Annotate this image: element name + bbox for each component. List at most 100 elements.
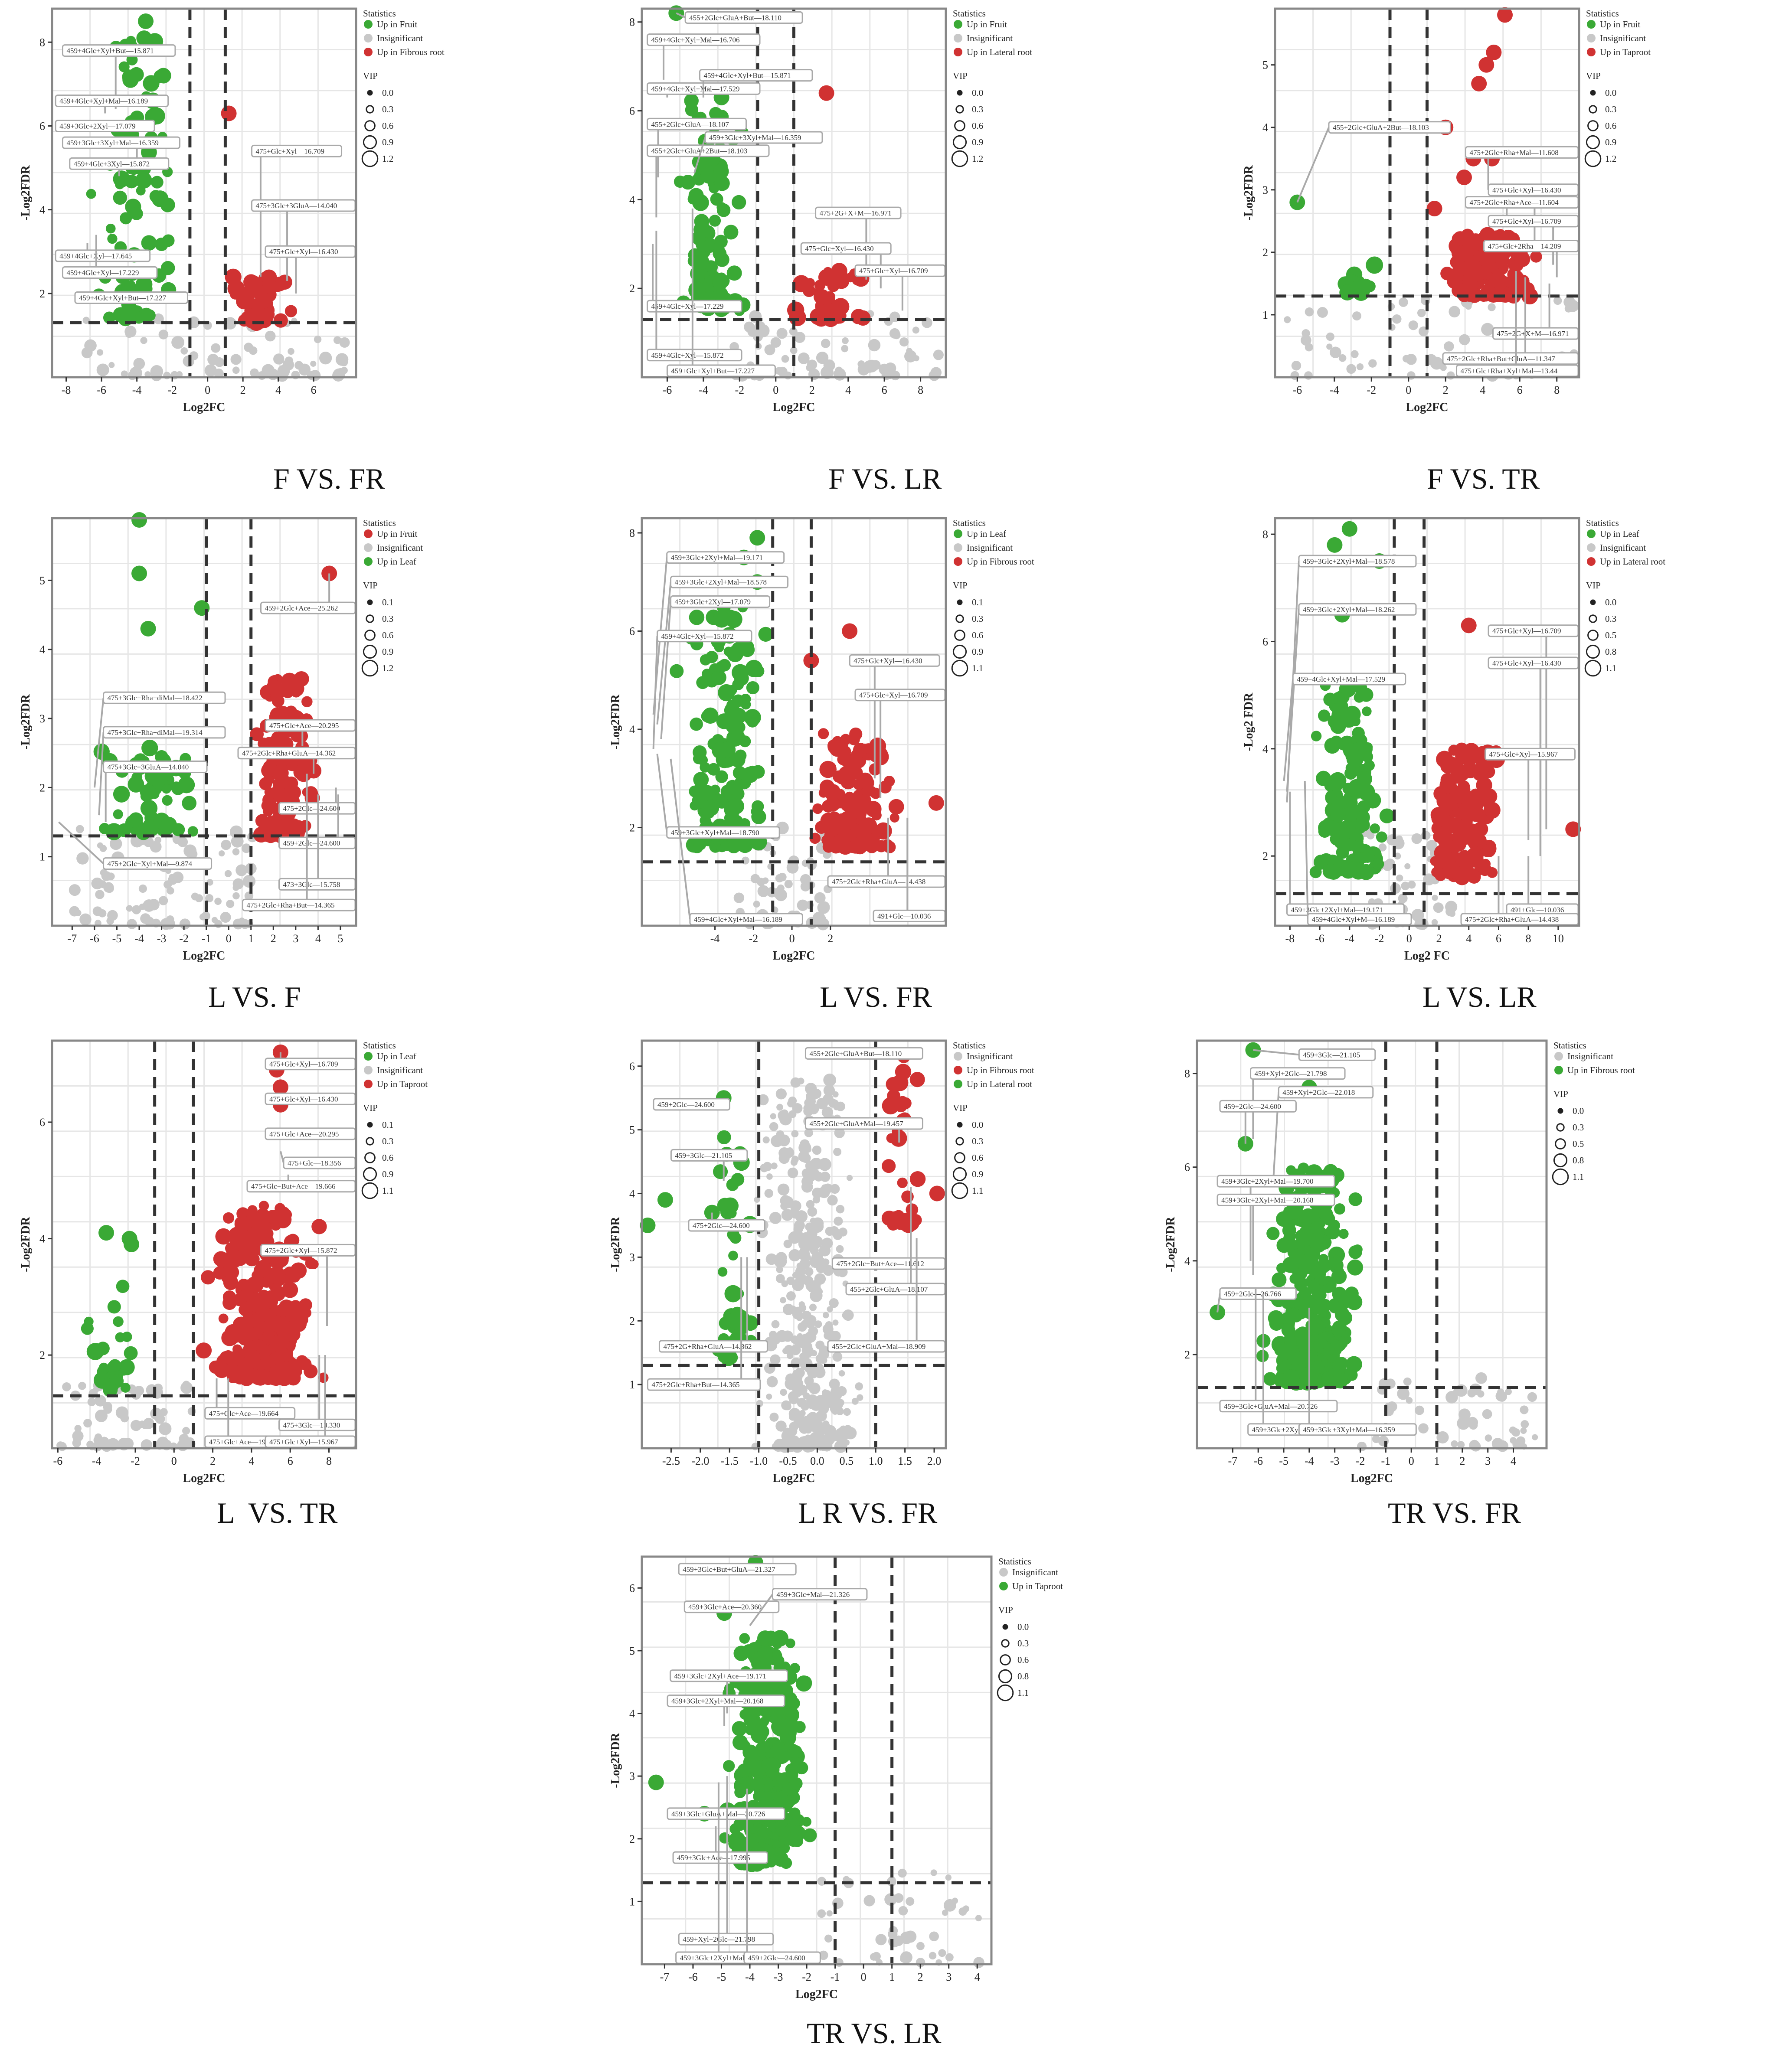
data-point	[1465, 303, 1472, 310]
plot-frame	[1274, 7, 1580, 379]
data-point	[858, 794, 872, 807]
annotation-label: 475+3Glc+Rha+diMal—18.422	[108, 694, 203, 702]
plot-svg: 459+3Glc+But+GluA—21.327 459+3Glc+Ace—20.…	[609, 1555, 1063, 2001]
data-point	[794, 1311, 802, 1319]
vip-heading: VIP	[998, 1605, 1013, 1615]
points	[670, 530, 944, 931]
data-point	[694, 255, 710, 270]
y-tick-label: 6	[629, 1060, 635, 1073]
data-point	[1452, 831, 1464, 843]
y-axis-label: -Log2FDR	[609, 1732, 622, 1788]
data-point	[113, 190, 128, 205]
y-tick-label: 6	[39, 1116, 45, 1129]
data-point	[840, 829, 854, 842]
x-tick-label: -4	[710, 932, 720, 945]
data-point	[1407, 880, 1416, 889]
y-tick-label: 4	[629, 193, 635, 206]
x-tick-label: -2	[1367, 384, 1376, 396]
panel-caption: TR VS. LR	[807, 2017, 942, 2050]
y-tick-label: 6	[629, 105, 635, 118]
data-point	[84, 1316, 94, 1326]
data-point	[709, 107, 723, 120]
data-point	[766, 1376, 778, 1388]
data-point	[108, 1359, 121, 1372]
data-point	[1450, 255, 1464, 269]
data-point	[809, 1303, 817, 1311]
annotation-box	[647, 33, 761, 46]
data-point	[1286, 1165, 1296, 1175]
data-point	[230, 1373, 240, 1384]
data-point	[800, 1139, 810, 1149]
annotation-box	[647, 1378, 761, 1391]
data-point	[715, 661, 727, 673]
data-point	[718, 1267, 728, 1277]
data-point	[730, 752, 746, 767]
vip-size-swatch	[954, 630, 965, 641]
data-point	[107, 234, 118, 244]
vip-size-swatch	[951, 660, 968, 677]
x-axis-label: Log2FC	[773, 401, 815, 414]
data-point	[739, 1633, 750, 1644]
annotation-label: 459+4Glc+Xyl+Mal—16.189	[59, 97, 148, 105]
data-point	[795, 1761, 808, 1775]
vip-size-swatch	[363, 1167, 377, 1182]
data-point	[226, 1252, 242, 1268]
vip-size-swatch	[955, 1137, 964, 1146]
data-point	[273, 353, 284, 365]
data-point	[1446, 371, 1455, 380]
data-point	[215, 1228, 232, 1245]
annotation-leader	[98, 732, 105, 816]
y-tick-label: 5	[629, 1645, 635, 1657]
data-point	[1457, 787, 1472, 802]
annotation-label: 475+Glc+Xyl—16.709	[269, 1060, 338, 1068]
data-point	[249, 346, 258, 355]
annotation-label: 459+4Glc+Xyl+But—15.871	[704, 72, 791, 80]
annotation-label: 475+2Glc+Rha+Mal—11.608	[1470, 148, 1559, 157]
data-point	[822, 1094, 834, 1105]
data-point	[840, 753, 854, 767]
data-point	[769, 1122, 778, 1131]
legend-item: Up in Lateral root	[967, 47, 1032, 57]
x-tick-label: 0.5	[840, 1455, 854, 1467]
y-tick-label: 5	[39, 574, 45, 587]
points	[56, 1044, 329, 1452]
vip-size-label: 0.0	[972, 88, 983, 98]
data-point	[826, 817, 844, 835]
data-point	[753, 1791, 763, 1802]
x-tick-label: -6	[90, 932, 99, 945]
annotation-label: 459+2Glc—24.600	[1224, 1102, 1281, 1110]
data-point	[785, 1638, 795, 1649]
data-point	[243, 1291, 255, 1303]
data-point	[1367, 831, 1375, 840]
data-point	[72, 1430, 84, 1442]
data-point	[869, 738, 886, 755]
data-point	[1449, 306, 1460, 318]
data-point	[1277, 1344, 1292, 1358]
annotations: 459+3Glc+But+GluA—21.327 459+3Glc+Ace—20.…	[667, 1563, 868, 1964]
x-tick-label: -6	[97, 384, 106, 396]
x-tick-label: 3	[946, 1971, 952, 1983]
data-point	[149, 190, 162, 203]
annotation-label: 475+2Glc+Xyl—15.872	[265, 1246, 337, 1254]
annotation-label: 459+3Glc+Mal—21.326	[776, 1590, 850, 1599]
data-point	[245, 1252, 258, 1267]
data-point	[1440, 364, 1447, 371]
data-point	[1408, 320, 1418, 330]
data-point	[821, 303, 834, 316]
x-tick-label: 2	[918, 1971, 923, 1983]
x-tick-label: 0	[205, 384, 210, 396]
annotation-label: 459+3Glc+3Xyl+Mal—16.359	[709, 134, 801, 142]
data-point	[827, 280, 840, 292]
annotation-label: 491+Glc—10.036	[1511, 906, 1564, 914]
data-point	[799, 1258, 811, 1270]
data-point	[1510, 1437, 1517, 1444]
data-point	[1276, 1263, 1287, 1274]
data-point	[214, 898, 222, 905]
annotation-box	[670, 1669, 788, 1682]
x-tick-label: -2	[179, 932, 189, 945]
data-point	[284, 305, 298, 317]
annotation-box	[647, 300, 742, 313]
x-tick-label: -7	[1228, 1455, 1238, 1467]
data-point	[1330, 807, 1346, 823]
